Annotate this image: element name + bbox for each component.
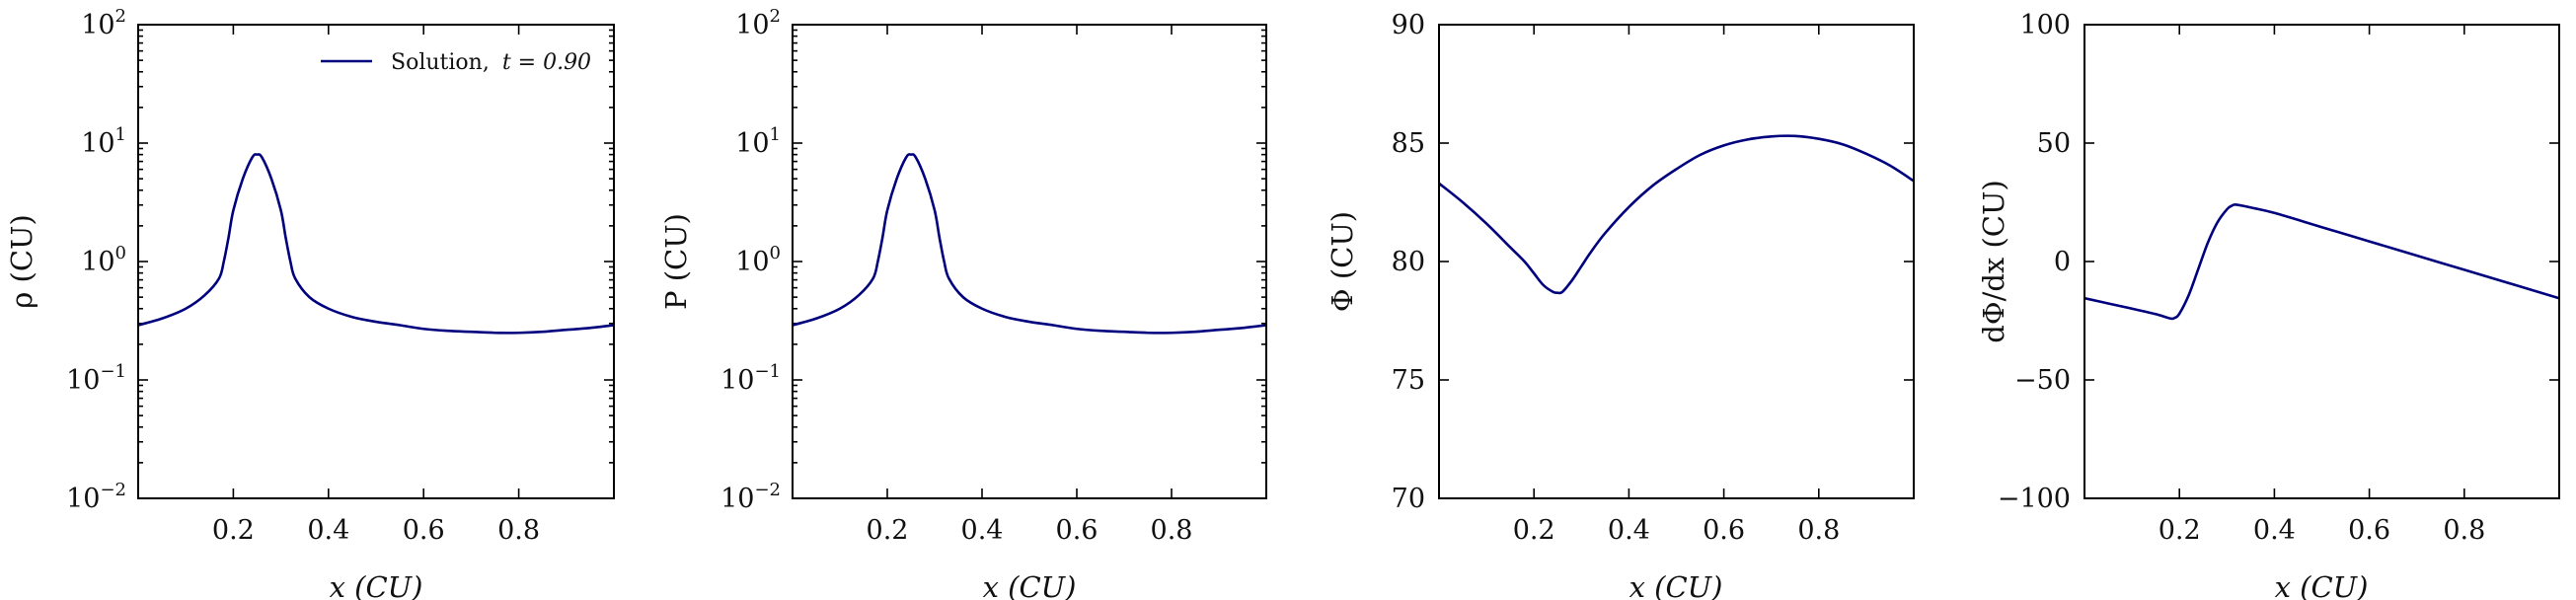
y-tick-label: 101 (81, 124, 126, 159)
x-tick-label: 0.2 (2159, 515, 2201, 546)
x-tick-label: 0.8 (2443, 515, 2485, 546)
legend: Solution, t = 0.90 (321, 50, 591, 75)
y-tick-label: 100 (735, 243, 781, 277)
x-axis-label-text: x (CU) (2275, 570, 2369, 600)
y-tick-label-base: 10 (66, 365, 100, 396)
y-tick-label-base: 10 (81, 128, 114, 159)
y-tick-label-base: 10 (720, 484, 754, 514)
y-tick-label-base: 10 (81, 10, 114, 40)
y-axis-label: dΦ/dx (CU) (1977, 180, 2010, 343)
y-tick-label-exponent: −2 (754, 480, 781, 500)
y-axis-label: Φ (CU) (1326, 211, 1359, 312)
x-tick-label: 0.6 (1703, 515, 1745, 546)
y-tick-label-exponent: −1 (754, 361, 781, 382)
x-tick-label: 0.6 (1056, 515, 1099, 546)
y-tick-label-base: 10 (735, 10, 769, 40)
series-line-solution (2084, 203, 2560, 321)
series-line-solution (137, 153, 615, 335)
x-tick-label: 0.2 (1513, 515, 1555, 546)
x-axis-label-text: x (CU) (330, 570, 423, 600)
plot-frame (137, 24, 615, 499)
panel-potential-gradient: x (CU) dΦ/dx (CU) 0.2 0.4 0.6 0.8 −100 −50 0 50… (1977, 10, 2560, 600)
y-tick-label-base: 10 (81, 247, 114, 277)
y-tick-label: 85 (1392, 128, 1425, 159)
x-tick-label: 0.8 (1151, 515, 1193, 546)
x-tick-label: 0.4 (307, 515, 349, 546)
y-tick-label-exponent: 2 (115, 6, 126, 27)
y-tick-label: −100 (1998, 484, 2071, 514)
y-tick-label: 50 (2037, 128, 2071, 159)
y-tick-label: 75 (1392, 365, 1425, 396)
x-tick-label: 0.8 (1797, 515, 1840, 546)
legend-time: t = 0.90 (502, 50, 591, 75)
plot-frame (792, 24, 1267, 499)
y-tick-label-exponent: −2 (100, 480, 126, 500)
y-tick-label-base: 10 (735, 128, 769, 159)
y-tick-label: 10−2 (720, 480, 781, 514)
y-tick-label: 90 (1392, 10, 1425, 40)
y-tick-label-base: 10 (66, 484, 100, 514)
y-axis-label: ρ (CU) (5, 214, 38, 309)
y-tick-label: 80 (1392, 247, 1425, 277)
legend-label: Solution, t = 0.90 (391, 50, 591, 75)
y-tick-label-exponent: 1 (770, 124, 781, 145)
x-axis-label: x (CU) (330, 570, 423, 600)
x-axis-label: x (CU) (2275, 570, 2369, 600)
y-tick-label-exponent: −1 (100, 361, 126, 382)
plot-frame (2084, 24, 2560, 499)
legend-series-name: Solution, (391, 50, 490, 75)
x-axis-label-text: x (CU) (1629, 570, 1723, 600)
y-tick-label-exponent: 0 (115, 243, 126, 263)
x-tick-label: 0.8 (497, 515, 540, 546)
x-tick-label: 0.6 (2348, 515, 2390, 546)
y-tick-label: 10−1 (66, 361, 126, 396)
x-axis-label: x (CU) (1629, 570, 1723, 600)
y-tick-label: 100 (81, 243, 126, 277)
panel-pressure: x (CU) P (CU) 0.2 0.4 0.6 0.810−210−1100101… (659, 6, 1267, 600)
y-axis-label: P (CU) (659, 213, 693, 310)
y-tick-label: 102 (735, 6, 781, 40)
x-tick-label: 0.2 (212, 515, 255, 546)
y-tick-label: 0 (2054, 247, 2071, 277)
y-tick-label-exponent: 1 (115, 124, 126, 145)
x-tick-label: 0.4 (961, 515, 1004, 546)
series-line-solution (792, 153, 1267, 335)
y-tick-label-base: 10 (735, 247, 769, 277)
x-tick-label: 0.2 (867, 515, 909, 546)
x-axis-label: x (CU) (983, 570, 1077, 600)
panel-potential: x (CU) Φ (CU) 0.2 0.4 0.6 0.8 70 75 80 85 90 (1326, 10, 1915, 600)
y-tick-label: −50 (2014, 365, 2071, 396)
y-tick-label: 100 (2019, 10, 2071, 40)
x-axis-label-text: x (CU) (983, 570, 1077, 600)
x-tick-label: 0.6 (403, 515, 445, 546)
y-tick-label: 10−2 (66, 480, 126, 514)
series-line-solution (1438, 134, 1915, 295)
x-tick-label: 0.4 (1608, 515, 1650, 546)
y-tick-label: 101 (735, 124, 781, 159)
y-tick-label-exponent: 0 (770, 243, 781, 263)
plot-frame (1438, 24, 1915, 499)
y-tick-label-base: 10 (720, 365, 754, 396)
y-tick-label: 102 (81, 6, 126, 40)
y-tick-label-exponent: 2 (770, 6, 781, 27)
panel-density: x (CU) ρ (CU) 0.2 0.4 0.6 0.810−210−1100101… (5, 6, 615, 600)
y-tick-label: 10−1 (720, 361, 781, 396)
x-tick-label: 0.4 (2253, 515, 2296, 546)
y-tick-label: 70 (1392, 484, 1425, 514)
